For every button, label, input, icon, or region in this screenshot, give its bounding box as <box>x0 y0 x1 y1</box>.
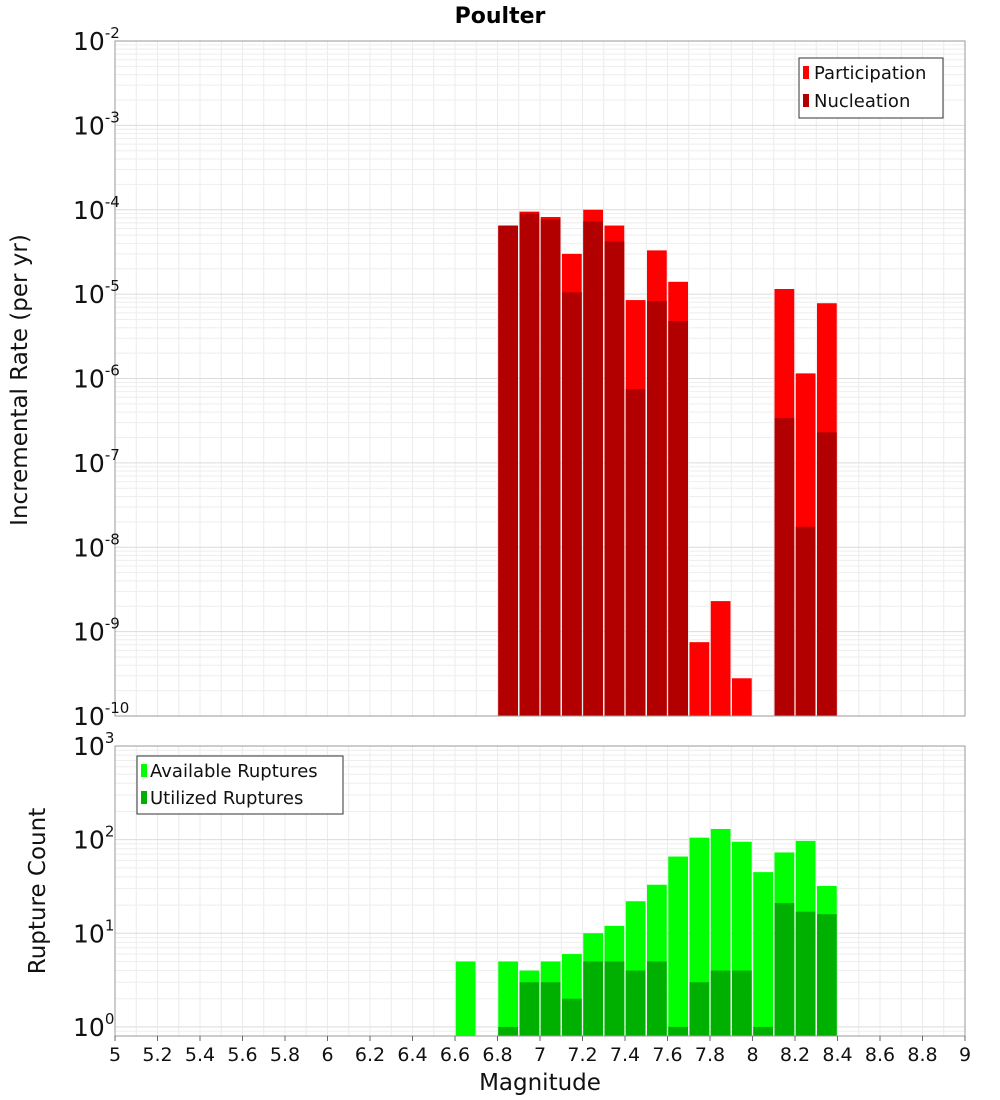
legend-label-participation: Participation <box>814 63 926 84</box>
top-bar-b-6 <box>625 389 646 716</box>
x-tick-label-14: 7.8 <box>695 1044 725 1066</box>
top-y-ticks: 10-10 10-9 10-8 10-7 10-6 10-5 10-4 10-3 10-2 <box>73 24 129 731</box>
bottom-bar-b-12 <box>732 970 752 1036</box>
bottom-y-tick-0: 100 <box>73 1010 114 1042</box>
bottom-bar-b-2 <box>519 982 540 1036</box>
x-tick-label-19: 8.8 <box>907 1044 937 1066</box>
x-tick-label-7: 6.4 <box>397 1044 427 1066</box>
x-tick-label-10: 7 <box>534 1044 546 1066</box>
x-tick-label-8: 6.6 <box>440 1044 470 1066</box>
x-tick-label-4: 5.8 <box>270 1044 300 1066</box>
legend-label-nucleation: Nucleation <box>814 91 910 112</box>
top-y-tick-6: 10-4 <box>73 193 120 225</box>
legend-label-available: Available Ruptures <box>150 761 318 782</box>
top-y-axis-label: Incremental Rate (per yr) <box>7 234 33 526</box>
top-y-tick-3: 10-7 <box>73 446 120 478</box>
bottom-plot: 100 101 102 103 5 5.2 5.4 5.6 5.8 6 6.2 6.4 6.6 6.8 7… <box>25 729 971 1096</box>
top-bar-a-11 <box>732 678 752 716</box>
top-bar-b-0 <box>498 225 518 716</box>
bottom-bar-b-16 <box>817 914 837 1036</box>
x-tick-label-2: 5.4 <box>185 1044 215 1066</box>
bottom-bar-a-0 <box>455 961 476 1036</box>
x-tick-label-12: 7.4 <box>610 1044 640 1066</box>
x-tick-label-15: 8 <box>746 1044 758 1066</box>
x-tick-label-16: 8.2 <box>780 1044 810 1066</box>
bottom-bar-b-9 <box>668 1026 688 1036</box>
top-bar-b-3 <box>562 292 582 716</box>
bottom-bar-b-8 <box>647 961 667 1036</box>
top-bar-b-14 <box>795 526 816 716</box>
top-bar-b-5 <box>604 241 625 717</box>
top-plot: 10-10 10-9 10-8 10-7 10-6 10-5 10-4 10-3 10-2 In… <box>7 24 966 731</box>
bottom-bar-a-13 <box>753 872 773 1036</box>
bottom-bar-b-5 <box>583 961 603 1036</box>
top-bar-b-2 <box>540 219 561 717</box>
top-y-tick-8: 10-2 <box>73 24 120 56</box>
top-bars <box>498 209 837 717</box>
x-tick-label-11: 7.2 <box>567 1044 597 1066</box>
x-ticks: 5 5.2 5.4 5.6 5.8 6 6.2 6.4 6.6 6.8 7 7.2 7.4 7.6 7.8 8… <box>109 1036 971 1066</box>
top-grid <box>114 40 966 717</box>
top-bar-b-7 <box>647 300 667 716</box>
top-bar-a-10 <box>710 601 731 716</box>
bottom-bar-b-1 <box>498 1026 518 1036</box>
bottom-bar-b-4 <box>562 998 582 1036</box>
bottom-bar-a-9 <box>668 856 688 1036</box>
top-bar-b-13 <box>774 418 795 716</box>
bottom-y-ticks: 100 101 102 103 <box>73 729 114 1042</box>
bottom-bar-a-1 <box>498 961 518 1036</box>
top-legend: Participation Nucleation <box>798 57 944 119</box>
top-y-tick-5: 10-5 <box>73 277 120 309</box>
bottom-bars <box>455 828 837 1036</box>
bottom-y-tick-1: 101 <box>73 916 114 948</box>
x-tick-label-18: 8.6 <box>865 1044 895 1066</box>
x-tick-label-13: 7.6 <box>652 1044 682 1066</box>
bottom-y-tick-3: 103 <box>73 729 114 761</box>
x-tick-label-0: 5 <box>109 1044 121 1066</box>
top-bar-b-4 <box>583 221 603 716</box>
bottom-bar-b-13 <box>753 1026 773 1036</box>
bottom-bar-b-6 <box>604 961 625 1036</box>
bottom-bar-b-7 <box>625 970 646 1036</box>
top-y-tick-2: 10-8 <box>73 530 120 562</box>
legend-swatch-utilized <box>141 791 147 804</box>
top-y-tick-0: 10-10 <box>73 699 129 731</box>
top-legend-box <box>798 57 944 119</box>
bottom-bar-b-15 <box>795 911 816 1036</box>
x-tick-label-6: 6.2 <box>355 1044 385 1066</box>
chart-title: Poulter <box>455 4 546 29</box>
bottom-legend-box <box>136 755 344 815</box>
x-tick-label-3: 5.6 <box>227 1044 257 1066</box>
top-bar-b-1 <box>519 213 540 717</box>
bottom-bar-b-3 <box>540 982 561 1036</box>
legend-label-utilized: Utilized Ruptures <box>150 788 303 809</box>
bottom-bar-b-14 <box>774 903 795 1036</box>
bottom-bar-b-10 <box>689 982 710 1036</box>
bottom-bar-b-11 <box>710 970 731 1036</box>
x-tick-label-5: 6 <box>321 1044 333 1066</box>
top-y-tick-4: 10-6 <box>73 362 120 394</box>
x-tick-label-20: 9 <box>959 1044 971 1066</box>
top-bar-a-9 <box>689 642 710 716</box>
top-plot-frame <box>114 40 966 717</box>
bottom-legend: Available Ruptures Utilized Ruptures <box>136 755 344 815</box>
top-bar-b-15 <box>817 432 837 716</box>
bottom-y-axis-label: Rupture Count <box>25 808 51 974</box>
bottom-y-tick-2: 102 <box>73 823 114 855</box>
top-y-tick-7: 10-3 <box>73 108 120 140</box>
x-tick-label-1: 5.2 <box>142 1044 172 1066</box>
legend-swatch-participation <box>803 66 809 79</box>
top-y-tick-1: 10-9 <box>73 615 120 647</box>
x-tick-label-9: 6.8 <box>482 1044 512 1066</box>
legend-swatch-nucleation <box>803 94 809 107</box>
x-tick-label-17: 8.4 <box>822 1044 852 1066</box>
legend-swatch-available <box>141 764 147 777</box>
top-bar-b-8 <box>668 321 688 716</box>
x-axis-label: Magnitude <box>479 1070 601 1096</box>
